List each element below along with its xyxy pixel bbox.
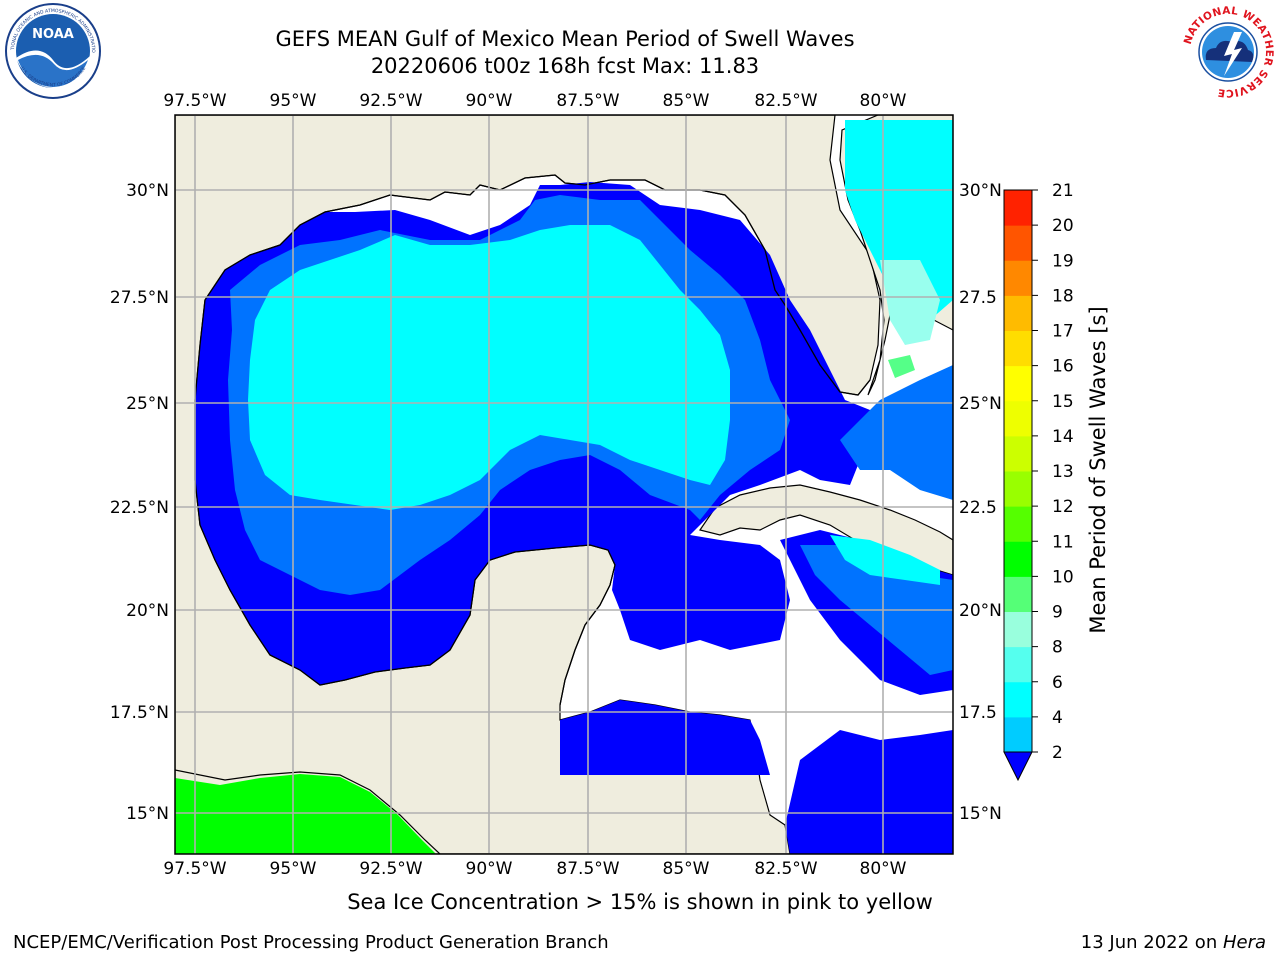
noaa-logo-text: NOAA (32, 27, 74, 42)
colorbar-segment (1004, 611, 1032, 648)
footer-host: Hera (1222, 932, 1266, 953)
colorbar-tick-label: 16 (1052, 357, 1074, 377)
colorbar-segment (1004, 330, 1032, 367)
lat-label-left: 20°N (126, 601, 169, 621)
lat-label-right: 15°N (959, 804, 1002, 824)
colorbar-tick-label: 18 (1052, 286, 1074, 306)
lon-label-top: 82.5°W (754, 91, 817, 111)
lat-label-left: 15°N (126, 804, 169, 824)
lat-label-right: 25°N (959, 394, 1002, 414)
footer-credit: NCEP/EMC/Verification Post Processing Pr… (13, 932, 609, 953)
colorbar-segment (1004, 471, 1032, 507)
colorbar-segment (1004, 541, 1032, 577)
colorbar-tick-label: 11 (1052, 532, 1074, 552)
lat-label-right: 22.5 (959, 498, 997, 518)
lon-label-bottom: 90°W (466, 859, 513, 879)
lon-label-bottom: 95°W (270, 859, 317, 879)
colorbar-segment (1004, 225, 1032, 261)
colorbar-segment (1004, 190, 1032, 226)
coastlines (194, 174, 871, 706)
colorbar-tick-label: 9 (1052, 603, 1063, 623)
map-frame (174, 114, 954, 855)
colorbar-segment (1004, 295, 1032, 331)
footer-date: 13 Jun 2022 on Hera (1081, 932, 1266, 953)
lon-label-top: 92.5°W (359, 91, 422, 111)
swell-2-4s-caribbean (785, 730, 953, 854)
chart-title: GEFS MEAN Gulf of Mexico Mean Period of … (245, 26, 885, 80)
lat-label-right: 20°N (959, 601, 1002, 621)
lon-label-bottom: 82.5°W (754, 859, 817, 879)
lon-label-top: 85°W (663, 91, 710, 111)
colorbar-tick-label: 15 (1052, 392, 1074, 412)
colorbar-segment (1004, 681, 1032, 718)
swell-10-11s (175, 774, 436, 854)
lon-label-bottom: 80°W (860, 859, 907, 879)
lon-label-bottom: 87.5°W (556, 859, 619, 879)
lat-label-left: 22.5°N (110, 498, 169, 518)
colorbar-segment (1004, 576, 1032, 612)
swell-field (175, 120, 953, 854)
colorbar-segment (1004, 400, 1032, 437)
swell-6-8s-caribbean-east (830, 535, 940, 585)
lat-label-left: 30°N (126, 181, 169, 201)
map-area (175, 115, 953, 854)
colorbar-tick-label: 4 (1052, 708, 1063, 728)
noaa-logo-icon: NOAA NATIONAL OCEANIC AND ATMOSPHERIC AD… (4, 2, 101, 99)
colorbar-tick-label: 12 (1052, 497, 1074, 517)
swell-2-4s-south (560, 700, 770, 775)
colorbar-tick-label: 2 (1052, 743, 1063, 763)
colorbar-label: Mean Period of Swell Waves [s] (1086, 306, 1110, 633)
colorbar-segment (1004, 716, 1032, 753)
title-line-1: GEFS MEAN Gulf of Mexico Mean Period of … (275, 27, 855, 51)
colorbar-extend-arrow (1003, 751, 1033, 782)
colorbar-tick-label: 14 (1052, 427, 1074, 447)
swell-8-9s (880, 260, 940, 345)
colorbar-segment (1004, 506, 1032, 542)
lon-label-bottom: 92.5°W (359, 859, 422, 879)
nws-logo-icon: NATIONAL WEATHER SERVICE (1181, 5, 1275, 99)
colorbar-tick-label: 10 (1052, 567, 1074, 587)
colorbar-segment (1004, 435, 1032, 472)
lat-label-left: 17.5°N (110, 703, 169, 723)
lon-label-top: 80°W (860, 91, 907, 111)
lon-label-top: 97.5°W (163, 91, 226, 111)
lon-label-bottom: 97.5°W (163, 859, 226, 879)
lat-label-right: 30°N (959, 181, 1002, 201)
colorbar-tick-label: 6 (1052, 673, 1063, 693)
lon-label-bottom: 85°W (663, 859, 710, 879)
lat-label-right: 27.5 (959, 288, 997, 308)
colorbar-segment (1004, 646, 1032, 683)
title-line-2: 20220606 t00z 168h fcst Max: 11.83 (370, 54, 760, 78)
colorbar: 2 4 6 8 9 10 11 12 13 14 15 16 17 18 19 20 21 (1003, 181, 1074, 782)
lon-label-top: 95°W (270, 91, 317, 111)
colorbar-tick-label: 19 (1052, 251, 1074, 271)
swell-4-6s-strait (840, 365, 953, 500)
colorbar-tick-label: 17 (1052, 322, 1074, 342)
lon-label-top: 87.5°W (556, 91, 619, 111)
lat-label-left: 27.5°N (110, 288, 169, 308)
colorbar-segment (1004, 365, 1032, 402)
colorbar-segment (1004, 260, 1032, 296)
lat-label-left: 25°N (126, 394, 169, 414)
colorbar-tick-label: 13 (1052, 462, 1074, 482)
colorbar-tick-label: 8 (1052, 638, 1063, 658)
graticule (175, 115, 953, 854)
colorbar-tick-label: 21 (1052, 181, 1074, 201)
swell-9-10s (888, 355, 915, 378)
footer-date-text: 13 Jun 2022 on (1080, 932, 1223, 953)
colorbar-tick-label: 20 (1052, 216, 1074, 236)
lat-label-right: 17.5 (959, 703, 997, 723)
sea-ice-note: Sea Ice Concentration > 15% is shown in … (347, 890, 933, 914)
lon-label-top: 90°W (466, 91, 513, 111)
